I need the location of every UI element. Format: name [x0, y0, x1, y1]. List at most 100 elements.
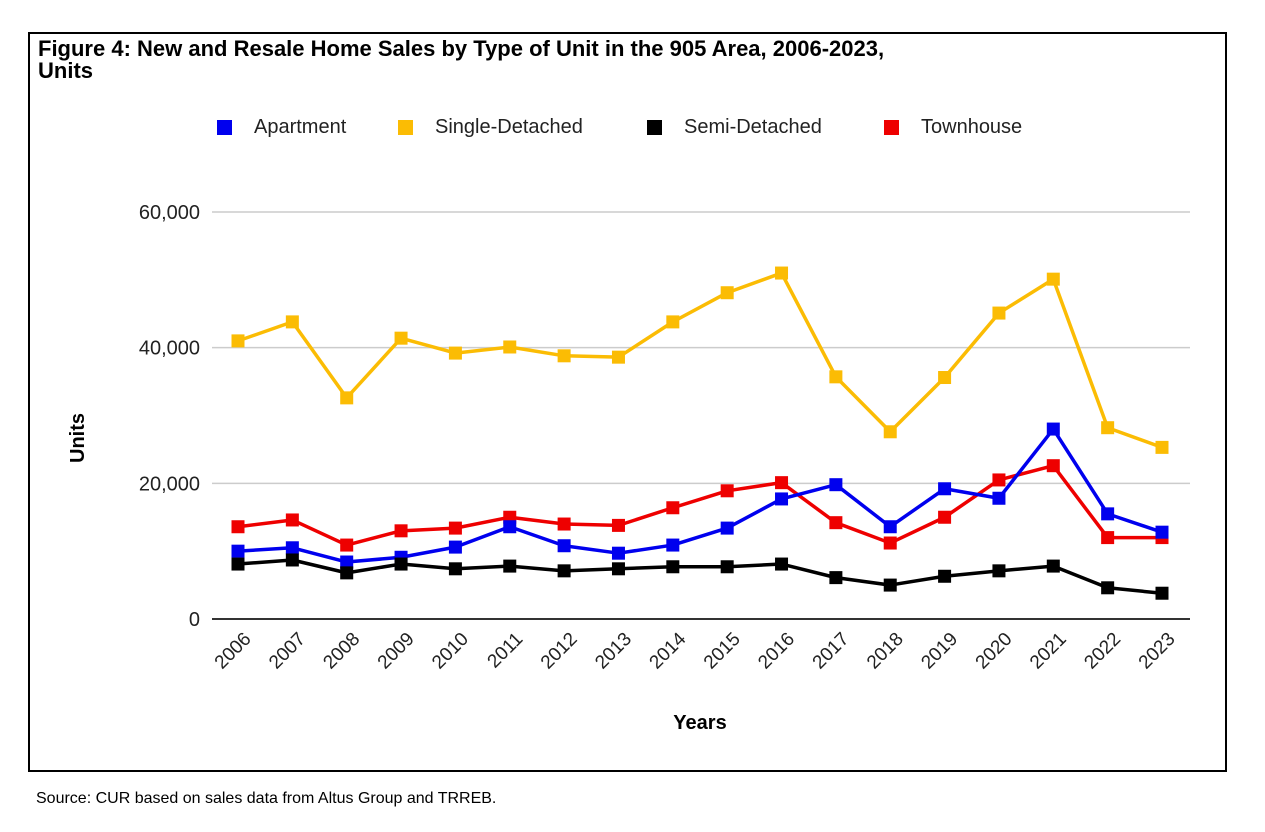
data-point-single-detached[interactable]: [883, 425, 897, 439]
source-note: Source: CUR based on sales data from Alt…: [36, 790, 497, 807]
data-point-townhouse[interactable]: [557, 517, 571, 531]
x-tick-label: 2016: [754, 629, 799, 674]
x-tick-label: 2009: [374, 629, 419, 674]
data-point-apartment[interactable]: [938, 482, 952, 496]
legend-item-apartment[interactable]: Apartment: [217, 116, 346, 139]
data-point-semi-detached[interactable]: [883, 578, 897, 592]
data-point-townhouse[interactable]: [829, 516, 843, 530]
data-point-apartment[interactable]: [992, 491, 1006, 505]
legend-label-semi-detached: Semi-Detached: [684, 116, 822, 138]
data-point-townhouse[interactable]: [1046, 459, 1060, 473]
data-point-semi-detached[interactable]: [394, 557, 408, 571]
x-tick-label: 2013: [591, 629, 636, 674]
data-point-single-detached[interactable]: [340, 391, 354, 405]
x-tick-label: 2020: [972, 629, 1017, 674]
data-point-apartment[interactable]: [557, 539, 571, 553]
legend-item-semi-detached[interactable]: Semi-Detached: [647, 116, 822, 139]
data-point-semi-detached[interactable]: [503, 559, 517, 573]
data-point-townhouse[interactable]: [1101, 531, 1115, 545]
data-point-semi-detached[interactable]: [1155, 586, 1169, 600]
data-point-townhouse[interactable]: [231, 520, 245, 534]
data-point-semi-detached[interactable]: [775, 557, 789, 571]
data-point-apartment[interactable]: [883, 520, 897, 534]
data-point-single-detached[interactable]: [394, 331, 408, 345]
data-point-semi-detached[interactable]: [611, 562, 625, 576]
x-tick-label: 2011: [484, 629, 528, 673]
data-point-semi-detached[interactable]: [1046, 559, 1060, 573]
data-point-townhouse[interactable]: [340, 538, 354, 552]
data-point-semi-detached[interactable]: [1101, 581, 1115, 595]
data-point-townhouse[interactable]: [448, 521, 462, 535]
legend-swatch-semi-detached: [647, 120, 662, 135]
series-semi-detached: [231, 553, 1169, 600]
data-point-single-detached[interactable]: [448, 346, 462, 360]
data-point-townhouse[interactable]: [285, 513, 299, 527]
x-tick-label: 2010: [428, 629, 473, 674]
chart-frame: [28, 32, 1227, 772]
data-point-single-detached[interactable]: [557, 349, 571, 363]
data-point-apartment[interactable]: [720, 521, 734, 535]
data-point-apartment[interactable]: [340, 555, 354, 569]
x-tick-label: 2012: [537, 629, 582, 674]
x-tick-label: 2023: [1135, 629, 1180, 674]
chart-title-line-1: Figure 4: New and Resale Home Sales by T…: [38, 36, 885, 61]
data-point-apartment[interactable]: [1101, 507, 1115, 521]
data-point-semi-detached[interactable]: [666, 560, 680, 574]
data-point-single-detached[interactable]: [1155, 440, 1169, 454]
data-point-apartment[interactable]: [666, 538, 680, 552]
data-point-single-detached[interactable]: [285, 315, 299, 329]
data-point-semi-detached[interactable]: [231, 557, 245, 571]
data-point-townhouse[interactable]: [938, 510, 952, 524]
data-point-apartment[interactable]: [611, 546, 625, 560]
data-point-semi-detached[interactable]: [720, 560, 734, 574]
legend-label-townhouse: Townhouse: [921, 116, 1023, 138]
data-point-apartment[interactable]: [775, 492, 789, 506]
data-point-townhouse[interactable]: [883, 536, 897, 550]
data-point-semi-detached[interactable]: [557, 564, 571, 578]
data-point-townhouse[interactable]: [394, 524, 408, 538]
data-point-single-detached[interactable]: [231, 334, 245, 348]
data-point-semi-detached[interactable]: [829, 571, 843, 585]
series-lines: [231, 266, 1169, 600]
x-tick-label: 2007: [265, 629, 310, 674]
data-point-single-detached[interactable]: [829, 370, 843, 384]
data-point-apartment[interactable]: [1046, 422, 1060, 436]
data-point-townhouse[interactable]: [666, 501, 680, 515]
y-axis-ticks: 0 20,000 40,000 60,000: [139, 202, 200, 631]
x-tick-label: 2008: [319, 629, 364, 674]
data-point-single-detached[interactable]: [992, 306, 1006, 320]
data-point-townhouse[interactable]: [720, 484, 734, 498]
x-tick-label: 2017: [809, 629, 854, 674]
data-point-single-detached[interactable]: [666, 315, 680, 329]
data-point-semi-detached[interactable]: [938, 569, 952, 583]
x-tick-label: 2022: [1080, 629, 1125, 674]
y-tick-label: 60,000: [139, 202, 200, 224]
data-point-single-detached[interactable]: [775, 266, 789, 280]
x-tick-label: 2019: [917, 629, 962, 674]
data-point-single-detached[interactable]: [1046, 272, 1060, 286]
data-point-semi-detached[interactable]: [992, 564, 1006, 578]
data-point-single-detached[interactable]: [1101, 421, 1115, 435]
data-point-single-detached[interactable]: [503, 340, 517, 354]
chart-legend: Apartment Single-Detached Semi-Detached …: [0, 116, 1265, 146]
data-point-apartment[interactable]: [1155, 525, 1169, 539]
data-point-single-detached[interactable]: [611, 350, 625, 364]
x-tick-label: 2014: [646, 628, 691, 673]
legend-item-single-detached[interactable]: Single-Detached: [398, 116, 583, 139]
legend-label-apartment: Apartment: [254, 116, 347, 138]
data-point-apartment[interactable]: [448, 540, 462, 554]
data-point-apartment[interactable]: [503, 520, 517, 534]
data-point-single-detached[interactable]: [720, 286, 734, 300]
data-point-townhouse[interactable]: [775, 476, 789, 490]
data-point-semi-detached[interactable]: [285, 553, 299, 567]
data-point-semi-detached[interactable]: [448, 562, 462, 576]
data-point-townhouse[interactable]: [992, 473, 1006, 487]
series-line-apartment: [237, 427, 1163, 564]
data-point-townhouse[interactable]: [611, 518, 625, 532]
data-point-apartment[interactable]: [285, 541, 299, 555]
legend-item-townhouse[interactable]: Townhouse: [884, 116, 1022, 139]
data-point-semi-detached[interactable]: [340, 566, 354, 580]
data-point-apartment[interactable]: [231, 544, 245, 558]
data-point-single-detached[interactable]: [938, 371, 952, 385]
data-point-apartment[interactable]: [829, 478, 843, 492]
